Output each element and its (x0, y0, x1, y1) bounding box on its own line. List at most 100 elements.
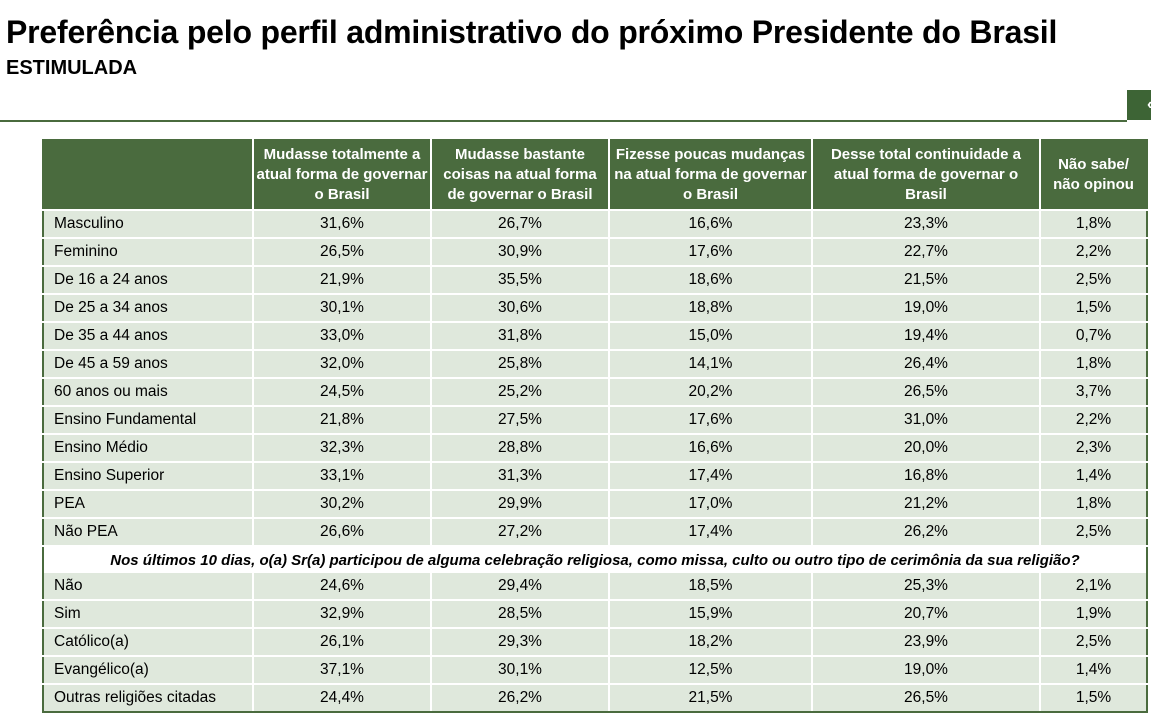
question-text: Nos últimos 10 dias, o(a) Sr(a) particip… (42, 545, 1148, 573)
cell-value: 26,5% (253, 238, 432, 267)
row-label: De 45 a 59 anos (42, 350, 254, 379)
cell-value: 30,1% (253, 294, 432, 323)
row-label: Masculino (42, 210, 254, 239)
cell-value: 30,9% (431, 238, 610, 267)
cell-value: 17,6% (609, 405, 813, 435)
table-row: Católico(a) 26,1% 29,3% 18,2% 23,9% 2,5% (42, 627, 1148, 657)
cell-value: 2,2% (1040, 238, 1148, 267)
row-label: De 35 a 44 anos (42, 322, 254, 351)
cell-value: 12,5% (609, 656, 813, 685)
cell-value: 19,4% (812, 322, 1041, 351)
cell-value: 19,0% (812, 656, 1041, 685)
cell-value: 20,7% (812, 600, 1041, 629)
table-row: De 25 a 34 anos 30,1% 30,6% 18,8% 19,0% 1,5% (42, 294, 1148, 323)
cell-value: 16,6% (609, 434, 813, 463)
row-label: De 25 a 34 anos (42, 294, 254, 323)
cell-value: 17,0% (609, 489, 813, 519)
cell-value: 1,9% (1040, 600, 1148, 629)
cell-value: 31,3% (431, 462, 610, 491)
cell-value: 29,4% (431, 573, 610, 601)
cell-value: 14,1% (609, 350, 813, 379)
question-row: Nos últimos 10 dias, o(a) Sr(a) particip… (42, 545, 1148, 573)
table-row: Não 24,6% 29,4% 18,5% 25,3% 2,1% (42, 573, 1148, 601)
cell-value: 31,6% (253, 210, 432, 239)
cell-value: 26,5% (812, 684, 1041, 713)
cell-value: 27,5% (431, 405, 610, 435)
column-header-blank (42, 139, 254, 211)
table-row: Evangélico(a) 37,1% 30,1% 12,5% 19,0% 1,4% (42, 656, 1148, 685)
results-table: Mudasse totalmente a atual forma de gove… (42, 139, 1148, 713)
cell-value: 21,5% (609, 684, 813, 713)
cell-value: 2,2% (1040, 405, 1148, 435)
cell-value: 26,2% (812, 518, 1041, 547)
cell-value: 24,6% (253, 573, 432, 601)
page-title: Preferência pelo perfil administrativo d… (6, 14, 1058, 50)
cell-value: 18,6% (609, 265, 813, 295)
cell-value: 26,5% (812, 378, 1041, 407)
table-row: 60 anos ou mais 24,5% 25,2% 20,2% 26,5% 3,7% (42, 378, 1148, 407)
cell-value: 20,0% (812, 434, 1041, 463)
chevron-icon: ‹ (1147, 96, 1151, 114)
column-header-2: Mudasse bastante coisas na atual forma d… (430, 139, 610, 211)
cell-value: 26,1% (253, 627, 432, 657)
cell-value: 1,5% (1040, 294, 1148, 323)
cell-value: 30,2% (253, 489, 432, 519)
cell-value: 23,9% (812, 627, 1041, 657)
cell-value: 18,5% (609, 573, 813, 601)
cell-value: 26,6% (253, 518, 432, 547)
cell-value: 1,5% (1040, 684, 1148, 713)
cell-value: 22,7% (812, 238, 1041, 267)
row-label: Sim (42, 600, 254, 629)
column-header-5: Não sabe/ não opinou (1039, 139, 1148, 211)
cell-value: 28,8% (431, 434, 610, 463)
row-label: Não (42, 573, 254, 601)
cell-value: 32,0% (253, 350, 432, 379)
cell-value: 26,2% (431, 684, 610, 713)
row-label: 60 anos ou mais (42, 378, 254, 407)
row-label: PEA (42, 489, 254, 519)
row-label: Outras religiões citadas (42, 684, 254, 713)
row-label: Feminino (42, 238, 254, 267)
cell-value: 1,8% (1040, 210, 1148, 239)
row-label: Católico(a) (42, 627, 254, 657)
corner-tab: ‹ (1127, 90, 1151, 120)
cell-value: 26,4% (812, 350, 1041, 379)
cell-value: 17,6% (609, 238, 813, 267)
cell-value: 18,2% (609, 627, 813, 657)
row-label: De 16 a 24 anos (42, 265, 254, 295)
row-label: Ensino Fundamental (42, 405, 254, 435)
cell-value: 32,3% (253, 434, 432, 463)
table-header-row: Mudasse totalmente a atual forma de gove… (42, 139, 1148, 211)
cell-value: 3,7% (1040, 378, 1148, 407)
cell-value: 21,9% (253, 265, 432, 295)
cell-value: 27,2% (431, 518, 610, 547)
cell-value: 2,5% (1040, 627, 1148, 657)
column-header-3: Fizesse poucas mudanças na atual forma d… (608, 139, 813, 211)
cell-value: 25,8% (431, 350, 610, 379)
cell-value: 21,5% (812, 265, 1041, 295)
cell-value: 2,1% (1040, 573, 1148, 601)
cell-value: 24,4% (253, 684, 432, 713)
cell-value: 2,5% (1040, 518, 1148, 547)
table-row: Ensino Superior 33,1% 31,3% 17,4% 16,8% 1,4% (42, 462, 1148, 491)
cell-value: 2,5% (1040, 265, 1148, 295)
cell-value: 17,4% (609, 462, 813, 491)
cell-value: 29,3% (431, 627, 610, 657)
cell-value: 29,9% (431, 489, 610, 519)
table-row: PEA 30,2% 29,9% 17,0% 21,2% 1,8% (42, 489, 1148, 519)
cell-value: 0,7% (1040, 322, 1148, 351)
cell-value: 2,3% (1040, 434, 1148, 463)
table-row: Ensino Fundamental 21,8% 27,5% 17,6% 31,0% 2,… (42, 405, 1148, 435)
cell-value: 21,8% (253, 405, 432, 435)
cell-value: 18,8% (609, 294, 813, 323)
cell-value: 16,6% (609, 210, 813, 239)
table-row: Outras religiões citadas 24,4% 26,2% 21,5% 2… (42, 684, 1148, 713)
cell-value: 1,8% (1040, 489, 1148, 519)
cell-value: 17,4% (609, 518, 813, 547)
column-header-4: Desse total continuidade a atual forma d… (811, 139, 1041, 211)
cell-value: 32,9% (253, 600, 432, 629)
cell-value: 35,5% (431, 265, 610, 295)
cell-value: 37,1% (253, 656, 432, 685)
page-subtitle: ESTIMULADA (6, 57, 138, 79)
cell-value: 33,0% (253, 322, 432, 351)
